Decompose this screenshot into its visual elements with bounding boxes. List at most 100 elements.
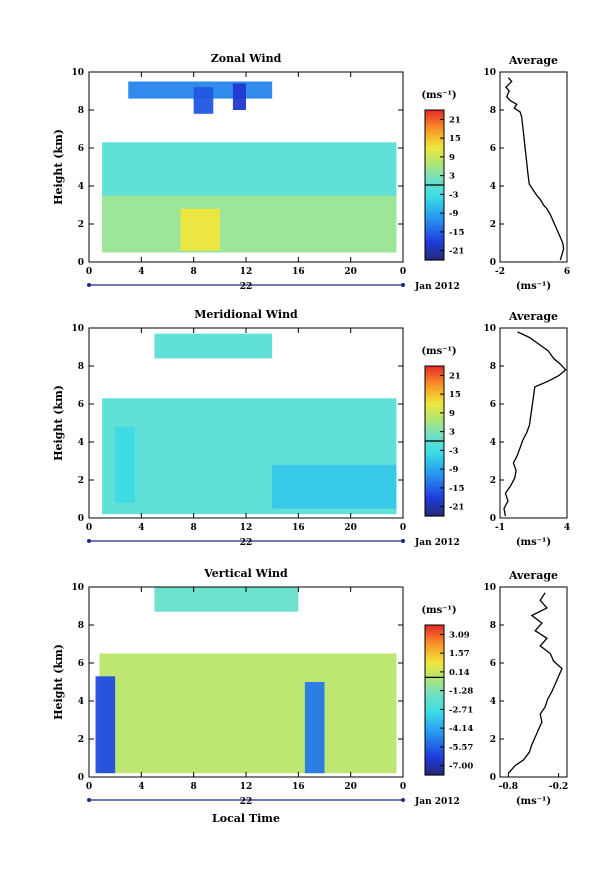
y-tick-label: 6 — [78, 400, 84, 410]
colorbar-swatch — [425, 135, 444, 139]
colorbar-swatch — [425, 740, 444, 744]
colorbar-label: -15 — [449, 484, 464, 494]
colorbar-swatch — [425, 368, 444, 372]
x-tick-label: 0 — [400, 782, 406, 792]
date-axis-end-marker — [401, 539, 405, 543]
colorbar-swatch — [425, 155, 444, 159]
colorbar-swatch — [425, 130, 444, 134]
colorbar-swatch — [425, 735, 444, 739]
colorbar-swatch — [425, 117, 444, 121]
colorbar-swatch — [425, 745, 444, 749]
y-tick-label: 0 — [78, 258, 84, 268]
colorbar-swatch — [425, 742, 444, 746]
colorbar-label: -9 — [449, 465, 459, 475]
colorbar-swatch — [425, 446, 444, 450]
colorbar-swatch — [425, 215, 444, 219]
colorbar-swatch — [425, 403, 444, 407]
profile-title: Average — [508, 569, 558, 582]
x-tick-label: 16 — [292, 523, 305, 533]
y-tick-label: 10 — [71, 68, 84, 78]
colorbar-swatch — [425, 760, 444, 764]
panel-title: Meridional Wind — [194, 308, 298, 321]
colorbar-swatch — [425, 110, 444, 114]
colorbar-swatch — [425, 677, 444, 681]
colorbar-swatch — [425, 665, 444, 669]
colorbar-swatch — [425, 175, 444, 179]
y-tick-label: 6 — [78, 659, 84, 669]
profile-x-label: (ms⁻¹) — [516, 537, 551, 548]
colorbar-swatch — [425, 426, 444, 430]
colorbar-swatch — [425, 501, 444, 505]
date-month-label: Jan 2012 — [414, 282, 460, 292]
profile-y-tick-label: 2 — [490, 476, 496, 486]
heatmap-region — [304, 682, 325, 774]
colorbar-swatch — [425, 667, 444, 671]
heatmap-region — [154, 333, 273, 359]
colorbar-swatch — [425, 630, 444, 634]
colorbar-swatch — [425, 697, 444, 701]
colorbar-swatch — [425, 481, 444, 485]
colorbar-swatch — [425, 190, 444, 194]
colorbar-swatch — [425, 725, 444, 729]
colorbar-swatch — [425, 127, 444, 131]
colorbar-swatch — [425, 416, 444, 420]
colorbar-swatch — [425, 257, 444, 261]
colorbar-swatch — [425, 195, 444, 199]
colorbar-swatch — [425, 401, 444, 405]
colorbar-swatch — [425, 240, 444, 244]
colorbar-swatch — [425, 431, 444, 435]
colorbar-swatch — [425, 685, 444, 689]
colorbar-label: -5.57 — [449, 743, 473, 753]
colorbar-swatch — [425, 220, 444, 224]
colorbar-swatch — [425, 461, 444, 465]
date-day-label: 22 — [240, 797, 253, 807]
date-month-label: Jan 2012 — [414, 538, 460, 548]
colorbar-swatch — [425, 640, 444, 644]
colorbar-swatch — [425, 182, 444, 186]
colorbar-swatch — [425, 112, 444, 116]
colorbar-swatch — [425, 468, 444, 472]
colorbar-swatch — [425, 232, 444, 236]
colorbar-swatch — [425, 647, 444, 651]
colorbar-swatch — [425, 172, 444, 176]
colorbar-swatch — [425, 192, 444, 196]
colorbar-swatch — [425, 125, 444, 129]
x-tick-label: 0 — [400, 267, 406, 277]
colorbar-swatch — [425, 712, 444, 716]
colorbar-swatch — [425, 642, 444, 646]
colorbar-swatch — [425, 506, 444, 510]
colorbar-swatch — [425, 408, 444, 412]
colorbar-swatch — [425, 662, 444, 666]
colorbar-swatch — [425, 202, 444, 206]
colorbar-swatch — [425, 491, 444, 495]
profile-y-tick-label: 6 — [490, 659, 496, 669]
x-tick-label: 20 — [344, 782, 357, 792]
colorbar-label: 21 — [449, 371, 461, 381]
colorbar-swatch — [425, 720, 444, 724]
colorbar-swatch — [425, 722, 444, 726]
colorbar-swatch — [425, 650, 444, 654]
colorbar-swatch — [425, 702, 444, 706]
colorbar-swatch — [425, 700, 444, 704]
colorbar-swatch — [425, 458, 444, 462]
colorbar-label: 9 — [449, 153, 455, 163]
colorbar-label: 3 — [449, 172, 455, 182]
colorbar-label: -3 — [449, 446, 459, 456]
colorbar-swatch — [425, 438, 444, 442]
colorbar-swatch — [425, 496, 444, 500]
colorbar-swatch — [425, 391, 444, 395]
heatmap-region — [180, 208, 220, 251]
colorbar-swatch — [425, 217, 444, 221]
x-tick-label: 20 — [344, 523, 357, 533]
colorbar-swatch — [425, 115, 444, 119]
colorbar-swatch — [425, 705, 444, 709]
colorbar-swatch — [425, 167, 444, 171]
colorbar-label: 9 — [449, 409, 455, 419]
colorbar-swatch — [425, 453, 444, 457]
profile-y-tick-label: 10 — [483, 68, 496, 78]
colorbar-swatch — [425, 378, 444, 382]
colorbar-swatch — [425, 682, 444, 686]
colorbar-swatch — [425, 247, 444, 251]
date-axis-start-marker — [87, 798, 91, 802]
